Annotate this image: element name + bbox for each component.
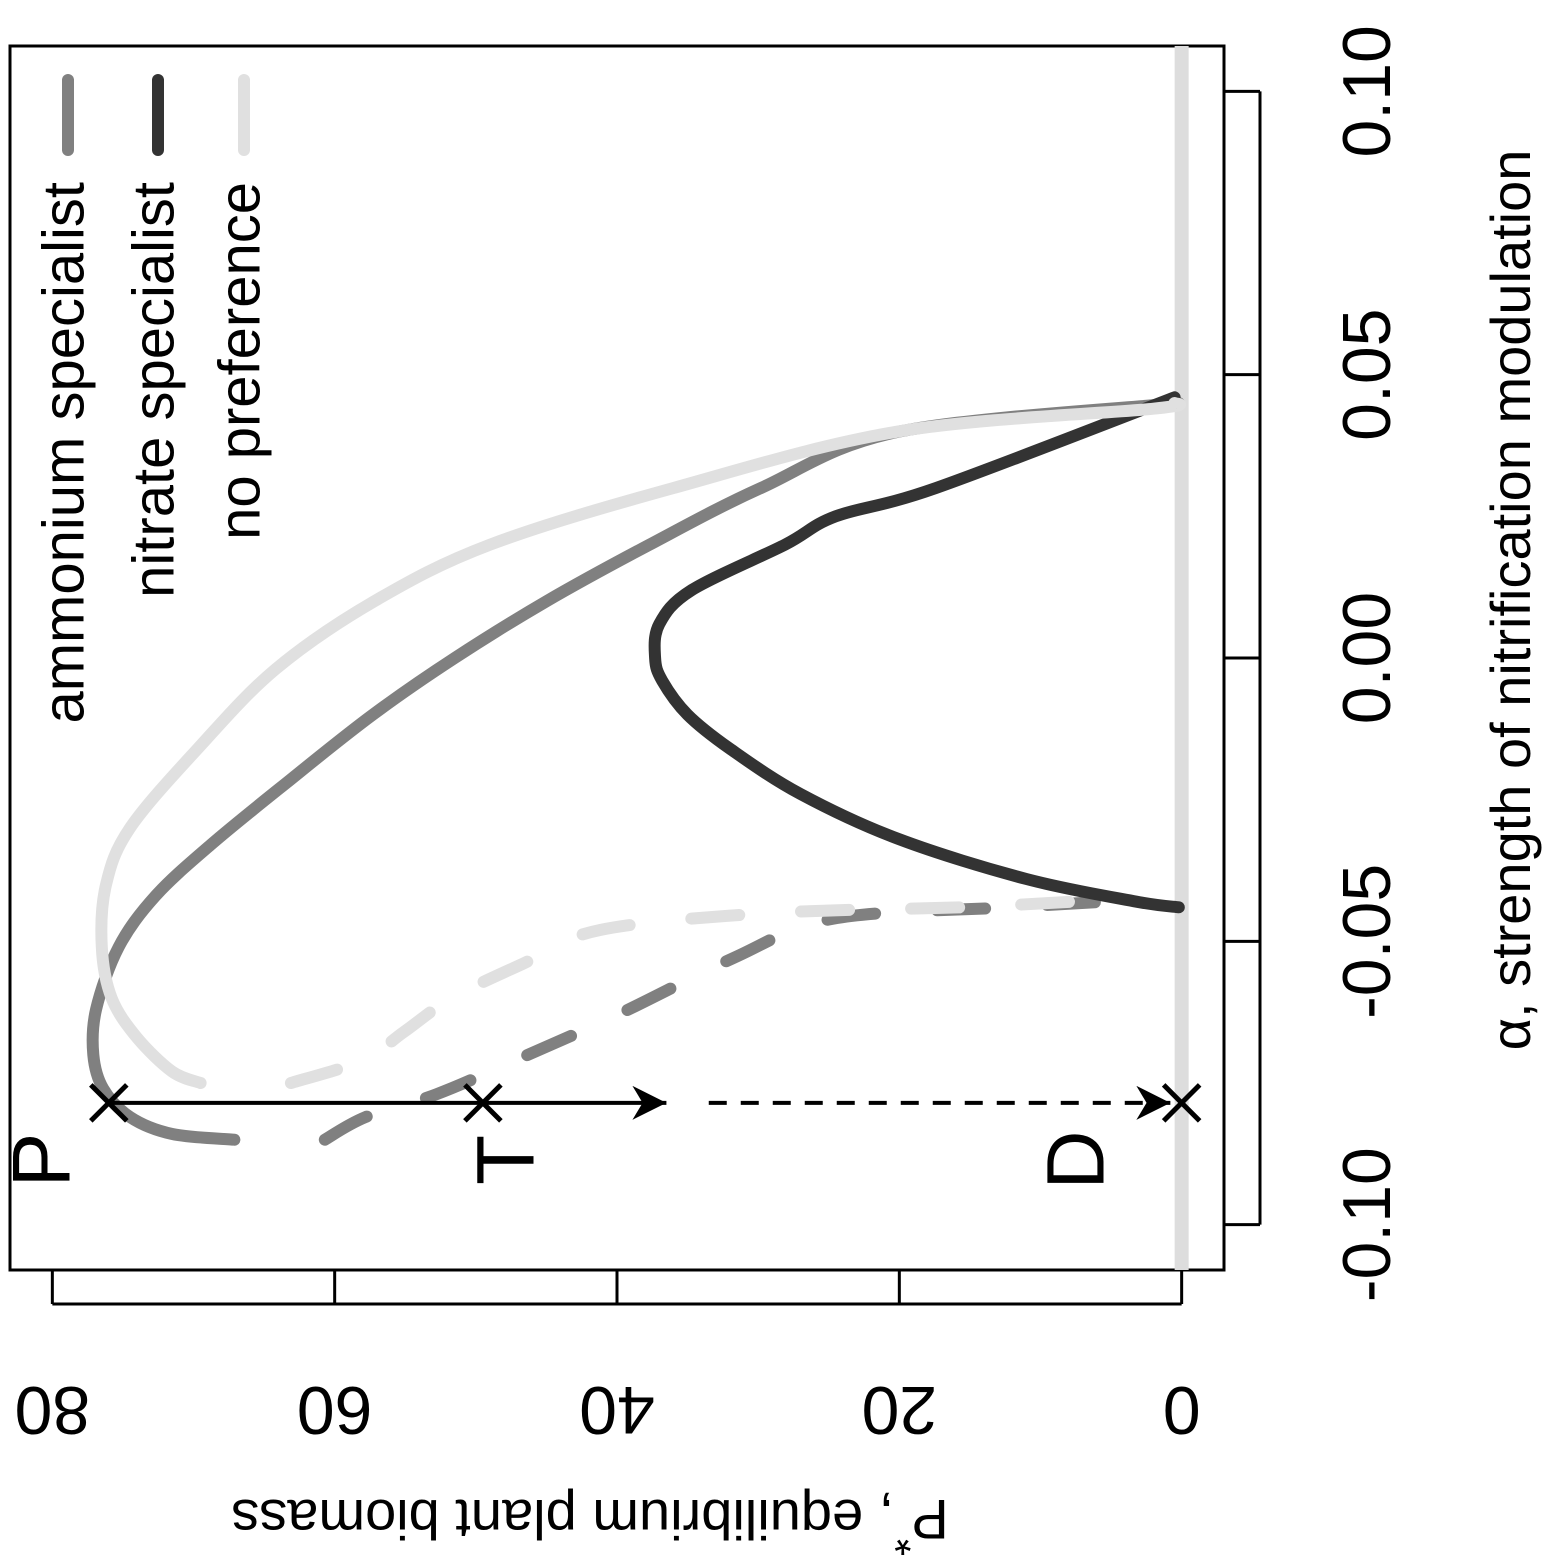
- x-tick-label: 0.05: [1329, 308, 1405, 440]
- marker-label-P: P: [0, 1133, 88, 1188]
- x-tick-label: -0.10: [1329, 1147, 1405, 1302]
- series-no-preference-stable: [95, 397, 1186, 1089]
- legend: ammonium specialist nitrate specialist no …: [31, 74, 272, 724]
- legend-label-ammonium-specialist: ammonium specialist: [31, 182, 96, 724]
- legend-label-no-preference: no preference: [207, 182, 272, 540]
- series-nitrate-specialist-stable: [648, 391, 1185, 914]
- y-axis-label-star: *: [894, 1515, 911, 1564]
- marker-label-D: D: [1031, 1130, 1122, 1189]
- marker-label-T: T: [461, 1135, 552, 1185]
- axis-layer: -0.10 -0.05 0.00 0.05 0.10 0 20 40 60 80: [15, 25, 1405, 1448]
- x-axis-label: α, strength of nitrification modulation: [1479, 150, 1542, 1051]
- y-axis-label-rest: , equilibrium plant biomass: [231, 1488, 894, 1551]
- series-layer: [86, 46, 1189, 1270]
- y-axis-label-main: P: [911, 1488, 948, 1551]
- y-tick-label: 20: [862, 1372, 938, 1448]
- marker-D: [1161, 1083, 1202, 1123]
- marker-P: [89, 1083, 129, 1123]
- x-tick-label: 0.00: [1329, 592, 1405, 724]
- x-tick-label: -0.05: [1329, 864, 1405, 1019]
- svg-text:P*, equilibrium plant biomass: P*, equilibrium plant biomass: [231, 1488, 948, 1564]
- x-tick-label: 0.10: [1329, 25, 1405, 157]
- legend-label-nitrate-specialist: nitrate specialist: [121, 182, 186, 598]
- y-tick-label: 0: [1163, 1372, 1201, 1448]
- y-tick-label: 80: [15, 1372, 91, 1448]
- marker-T: [463, 1083, 503, 1123]
- y-tick-label: 40: [579, 1372, 655, 1448]
- y-tick-label: 60: [297, 1372, 373, 1448]
- y-axis-label: P*, equilibrium plant biomass: [231, 1488, 948, 1564]
- series-no-preference-unstable: [284, 895, 1078, 1089]
- series-ammonium-specialist-stable: [86, 397, 1185, 1146]
